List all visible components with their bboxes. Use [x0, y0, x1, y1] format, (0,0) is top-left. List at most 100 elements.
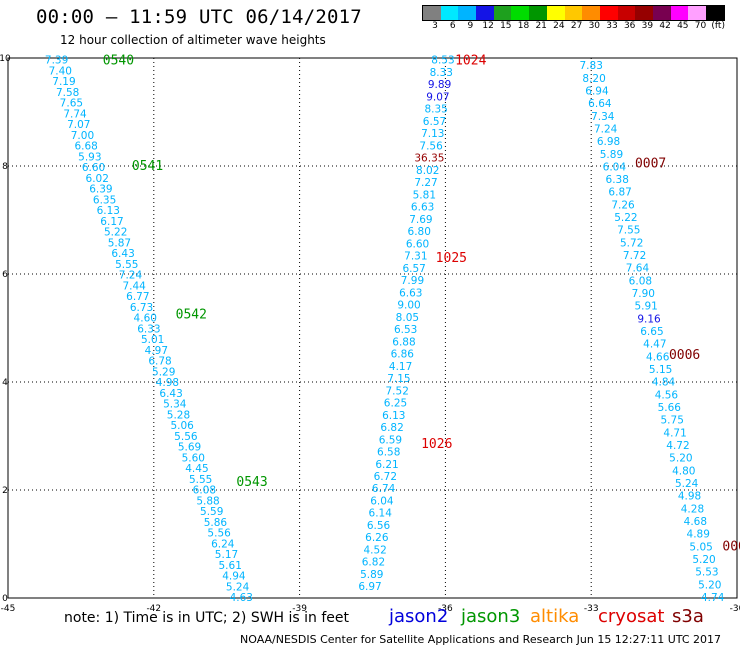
credit-line: NOAA/NESDIS Center for Satellite Applica…	[240, 633, 722, 646]
wave-height-value: 9.07	[426, 91, 449, 103]
wave-height-value: 5.20	[692, 554, 715, 566]
wave-height-value: 4.94	[222, 571, 246, 583]
legend-label: (ft)	[711, 21, 725, 31]
wave-height-value: 7.40	[49, 65, 72, 77]
time-label: 0540	[103, 54, 134, 69]
legend-swatch	[546, 6, 565, 20]
wave-height-value: 6.88	[392, 336, 415, 348]
wave-height-value: 5.61	[219, 560, 242, 572]
wave-height-value: 7.07	[67, 119, 90, 131]
x-tick-label: -45	[1, 604, 16, 614]
wave-height-value: 7.83	[580, 60, 603, 72]
legend-label: 30	[588, 21, 601, 31]
wave-height-value: 7.26	[611, 199, 635, 211]
satellite-name: jason3	[461, 606, 521, 627]
wave-height-value: 7.13	[421, 128, 444, 140]
wave-height-value: 5.06	[170, 420, 194, 432]
wave-height-value: 6.24	[211, 538, 235, 550]
wave-height-value: 6.33	[137, 323, 160, 335]
wave-height-value: 4.72	[666, 440, 689, 452]
wave-height-value: 4.97	[145, 345, 168, 357]
legend-label: 24	[553, 21, 565, 31]
page-subtitle: 12 hour collection of altimeter wave hei…	[60, 33, 326, 47]
wave-height-value: 8.35	[424, 104, 447, 116]
legend-swatch	[458, 6, 477, 20]
wave-height-value: 6.64	[588, 98, 612, 110]
wave-height-value: 4.60	[134, 313, 157, 325]
time-label: 0007	[635, 156, 666, 171]
wave-height-value: 6.43	[159, 388, 182, 400]
legend-label: 27	[570, 21, 583, 31]
wave-height-value: 6.72	[374, 471, 397, 483]
wave-height-value: 5.29	[152, 366, 175, 378]
wave-height-value: 4.89	[687, 529, 710, 541]
wave-height-value: 5.24	[675, 478, 699, 490]
legend-swatch	[617, 6, 636, 20]
legend-swatch	[423, 6, 441, 20]
wave-height-value: 5.05	[689, 541, 712, 553]
wave-height-value: 5.66	[658, 402, 682, 414]
wave-height-value: 5.91	[634, 301, 657, 313]
wave-height-value: 6.59	[379, 434, 402, 446]
legend-swatch	[652, 6, 671, 20]
wave-height-value: 7.44	[122, 280, 146, 292]
wave-height-value: 6.53	[394, 324, 417, 336]
satellite-name: jason2	[389, 606, 449, 627]
satellite-name: cryosat	[598, 606, 665, 627]
wave-height-value: 6.60	[406, 238, 429, 250]
wave-height-value: 8.05	[396, 312, 419, 324]
wave-height-value: 6.82	[380, 422, 403, 434]
wave-height-value: 5.59	[200, 506, 223, 518]
wave-height-value: 5.69	[178, 442, 201, 454]
wave-height-value: 7.39	[45, 55, 68, 67]
wave-height-value: 7.24	[594, 123, 618, 135]
wave-height-value: 4.74	[701, 592, 725, 604]
wave-height-value: 7.90	[632, 288, 655, 300]
legend-label: 12	[482, 21, 494, 31]
time-label: 0005	[722, 540, 740, 555]
wave-height-value: 5.56	[174, 431, 198, 443]
wave-height-value: 6.35	[93, 194, 116, 206]
wave-height-value: 6.14	[369, 508, 393, 520]
wave-height-value: 5.01	[141, 334, 164, 346]
legend-swatch	[476, 6, 494, 20]
legend-label: 39	[641, 21, 654, 31]
wave-height-value: 5.20	[669, 453, 692, 465]
legend-label: 42	[659, 21, 671, 31]
wave-height-value: 6.82	[362, 557, 385, 569]
legend-swatch	[599, 6, 618, 20]
wave-height-value: 6.68	[74, 141, 97, 153]
wave-height-value: 4.47	[643, 339, 666, 351]
time-label: 0541	[132, 159, 163, 174]
wave-height-value: 5.22	[614, 212, 637, 224]
wave-height-value: 5.56	[207, 528, 231, 540]
wave-height-value: 6.39	[89, 184, 112, 196]
x-tick-label: -33	[584, 604, 599, 614]
wave-height-value: 6.13	[382, 410, 405, 422]
legend-swatch	[688, 6, 706, 20]
wave-height-value: 6.87	[608, 187, 631, 199]
legend-label: 15	[500, 21, 512, 31]
legend-swatch	[564, 6, 583, 20]
wave-height-value: 6.94	[585, 85, 609, 97]
wave-height-value: 6.77	[126, 291, 149, 303]
wave-height-value: 6.21	[375, 459, 398, 471]
wave-height-value: 6.57	[402, 263, 425, 275]
page-title: 00:00 – 11:59 UTC 06/14/2017	[36, 6, 362, 28]
legend-swatch	[493, 6, 512, 20]
wave-height-value: 5.93	[78, 151, 101, 163]
wave-height-value: 6.04	[370, 495, 394, 507]
legend-swatch	[440, 6, 459, 20]
wave-height-value: 5.24	[226, 581, 250, 593]
wave-height-value: 7.15	[387, 373, 410, 385]
footer-note: note: 1) Time is in UTC; 2) SWH is in fe…	[64, 610, 350, 626]
wave-height-value: 6.57	[423, 116, 446, 128]
legend-label: 6	[449, 21, 456, 31]
legend-swatch	[670, 6, 689, 20]
legend-label: 3	[432, 21, 438, 31]
wave-height-value: 7.55	[617, 225, 640, 237]
time-label: 0543	[236, 475, 267, 490]
wave-height-value: 6.17	[100, 216, 123, 228]
wave-height-value: 8.20	[582, 73, 605, 85]
